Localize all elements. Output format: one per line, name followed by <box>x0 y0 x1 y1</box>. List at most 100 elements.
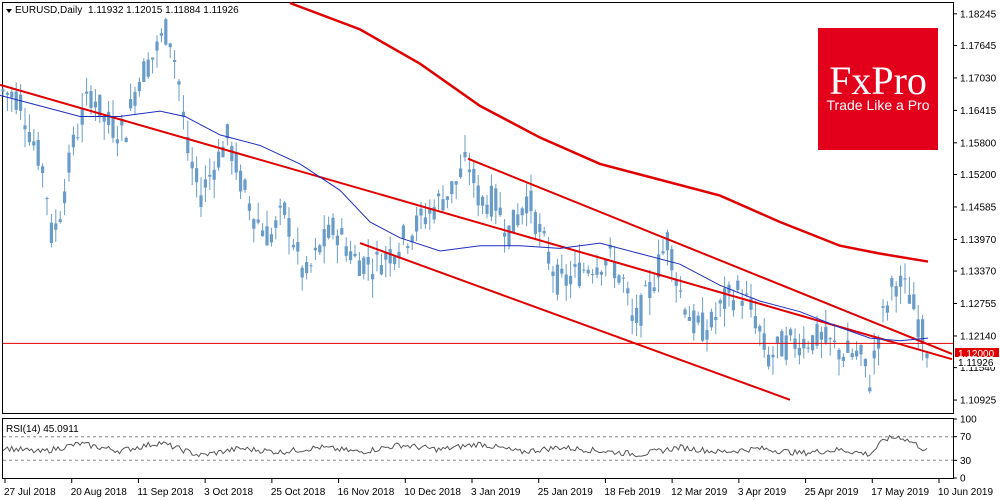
candle-body <box>503 232 507 237</box>
candle-body <box>384 251 388 260</box>
candle-body <box>120 118 124 126</box>
price-tick-label: 1.11540 <box>960 363 996 374</box>
candle-body <box>819 331 823 340</box>
candle-body <box>234 153 238 173</box>
candle-body <box>758 326 762 332</box>
candle-body <box>19 94 23 111</box>
candle-body <box>313 247 317 251</box>
candle-body <box>661 251 665 254</box>
candle-body <box>679 290 683 292</box>
candle-body <box>639 294 643 326</box>
candle-body <box>850 353 854 358</box>
candle-body <box>353 253 357 257</box>
candle-body <box>485 204 489 214</box>
dropdown-triangle-icon[interactable] <box>6 9 12 13</box>
ohlc-label: 1.11932 1.12015 1.11884 1.11926 <box>88 5 239 16</box>
candle-body <box>841 356 845 361</box>
candle-body <box>859 345 863 355</box>
candle-body <box>797 347 801 356</box>
candle-body <box>41 166 45 174</box>
candle-body <box>278 205 282 208</box>
candle-body <box>921 319 925 344</box>
logo-name: FxPro <box>829 58 927 103</box>
price-tick-label: 1.15800 <box>960 138 997 149</box>
candle-body <box>168 43 172 48</box>
candle-body <box>912 294 916 310</box>
candle-body <box>472 168 476 184</box>
candle-body <box>5 92 9 95</box>
candle-body <box>410 235 414 243</box>
level-label: 1.12000 <box>958 349 995 360</box>
time-tick-label: 25 Jan 2019 <box>538 487 593 498</box>
candle-body <box>520 208 524 216</box>
rsi-tick-label: 100 <box>960 415 977 426</box>
candle-body <box>98 94 102 117</box>
candle-body <box>36 139 40 166</box>
candle-body <box>71 134 75 148</box>
candle-body <box>863 358 867 367</box>
candle-body <box>291 244 295 248</box>
candle-body <box>507 225 511 247</box>
candle-body <box>322 229 326 247</box>
candle-body <box>67 152 71 173</box>
candle-body <box>674 279 678 286</box>
candle-body <box>23 125 27 130</box>
candle-body <box>621 277 625 279</box>
price-tick-label: 1.12755 <box>960 299 997 310</box>
candle-body <box>199 195 203 207</box>
rsi-label: RSI(14) 45.0911 <box>6 424 79 435</box>
candle-body <box>705 330 709 340</box>
candle-body <box>441 199 445 211</box>
candle-body <box>784 335 788 360</box>
rsi-panel: RSI(14) 45.0911 100 70 30 0 <box>2 415 977 485</box>
candle-body <box>476 185 480 206</box>
rsi-tick-label: 70 <box>960 432 972 443</box>
candle-body <box>736 280 740 290</box>
time-tick-label: 3 Oct 2018 <box>204 487 253 498</box>
candle-body <box>357 260 361 276</box>
candle-body <box>555 264 559 295</box>
candle-body <box>635 307 639 323</box>
candle-body <box>811 335 815 351</box>
candle-body <box>397 251 401 259</box>
time-tick-label: 20 Aug 2018 <box>71 487 128 498</box>
candle-body <box>186 137 190 154</box>
time-tick-label: 3 Apr 2019 <box>738 487 787 498</box>
candle-body <box>371 274 375 280</box>
candle-body <box>577 262 581 287</box>
price-tick-label: 1.16415 <box>960 106 997 117</box>
candle-body <box>547 251 551 264</box>
price-tick-label: 1.13370 <box>960 267 997 278</box>
price-tick-label: 1.15200 <box>960 170 997 181</box>
candle-body <box>49 222 53 244</box>
candle-body <box>753 316 757 329</box>
candle-body <box>489 185 493 217</box>
time-tick-label: 11 Sep 2018 <box>137 487 193 498</box>
candle-body <box>261 230 265 237</box>
chart-header: EURUSD,Daily 1.11932 1.12015 1.11884 1.1… <box>6 5 239 16</box>
candle-body <box>419 208 423 216</box>
time-tick-label: 10 Jun 2019 <box>938 487 993 498</box>
candle-body <box>379 265 383 275</box>
time-tick-label: 16 Nov 2018 <box>338 487 395 498</box>
candle-body <box>195 168 199 183</box>
candle-body <box>467 169 471 173</box>
price-tick-label: 1.18245 <box>960 9 997 20</box>
candle-body <box>657 254 661 278</box>
time-tick-label: 17 May 2019 <box>871 487 929 498</box>
candle-body <box>32 141 36 146</box>
candle-body <box>591 274 595 276</box>
candle-body <box>806 347 810 349</box>
candle-body <box>344 246 348 256</box>
candle-body <box>340 228 344 235</box>
candle-body <box>331 217 335 235</box>
candle-body <box>560 268 564 274</box>
candle-body <box>525 196 529 214</box>
candle-body <box>459 168 463 178</box>
candle-body <box>102 117 106 122</box>
candle-body <box>14 91 18 110</box>
price-tick-label: 1.17645 <box>960 41 997 52</box>
candle-body <box>573 264 577 267</box>
candle-body <box>595 267 599 275</box>
